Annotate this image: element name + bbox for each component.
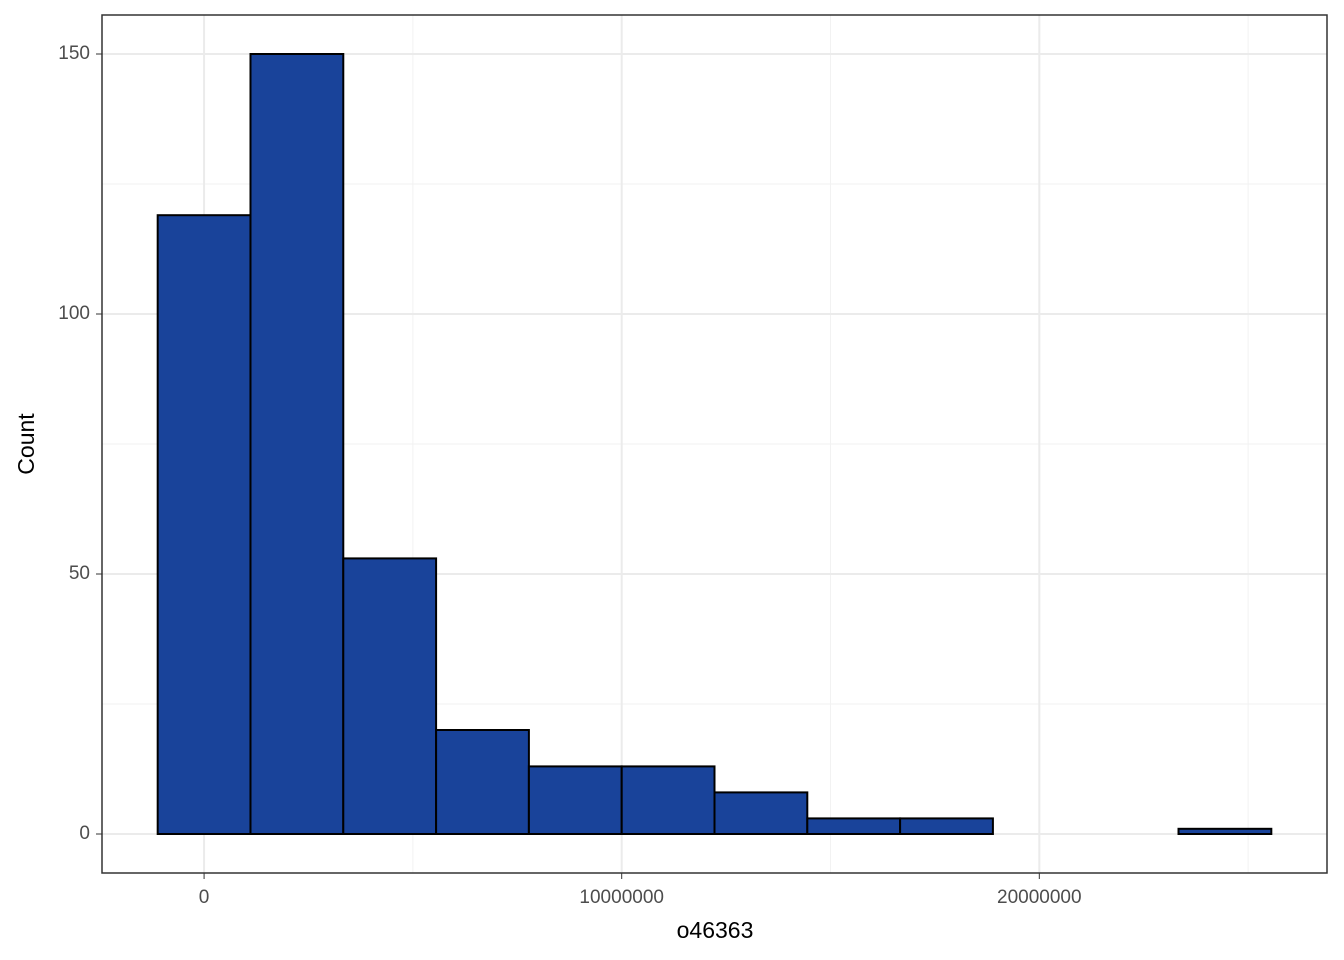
bar	[713, 791, 809, 836]
y-tick-label: 0	[79, 823, 90, 844]
bar	[156, 214, 252, 835]
x-tick-label: 10000000	[579, 887, 664, 908]
x-tick-label: 0	[199, 887, 210, 908]
panel-border	[101, 14, 1328, 874]
y-tick-label: 50	[69, 563, 90, 584]
bar	[249, 53, 345, 835]
x-tick-label: 20000000	[997, 887, 1082, 908]
y-axis-title: Count	[13, 413, 39, 475]
y-tick-label: 150	[58, 43, 90, 64]
bar	[806, 817, 902, 836]
bar	[1177, 827, 1273, 835]
x-axis-title: o46363	[677, 917, 754, 943]
bar	[435, 729, 530, 835]
y-tick-label: 100	[58, 303, 90, 324]
bar	[899, 817, 994, 836]
bar	[527, 765, 623, 836]
bar	[620, 765, 716, 836]
bar	[342, 557, 438, 836]
